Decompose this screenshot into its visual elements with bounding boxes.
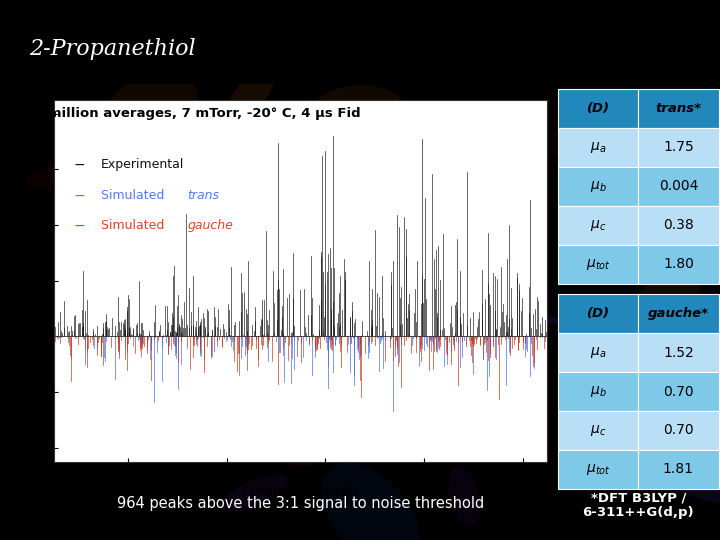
Text: 1.81: 1.81 [663,462,694,476]
Ellipse shape [66,295,155,356]
Ellipse shape [377,259,455,353]
Text: $\mu_{tot}$: $\mu_{tot}$ [585,256,611,272]
Ellipse shape [207,55,280,158]
Text: 1.75: 1.75 [663,140,694,154]
Text: 2-Propanethiol: 2-Propanethiol [29,38,195,59]
Ellipse shape [223,475,288,511]
Text: 0.004: 0.004 [659,179,698,193]
Text: 0.70: 0.70 [663,423,694,437]
Text: 0.70: 0.70 [663,384,694,399]
Text: gauche*: gauche* [648,307,709,320]
Ellipse shape [245,406,326,466]
Ellipse shape [672,476,720,506]
Ellipse shape [407,309,562,326]
Text: Simulated: Simulated [101,219,168,232]
Text: $\mu_c$: $\mu_c$ [590,423,606,438]
Ellipse shape [478,99,614,155]
Ellipse shape [94,70,199,174]
Text: $\mu_b$: $\mu_b$ [590,384,606,399]
Text: $\mu_a$: $\mu_a$ [590,140,606,155]
Text: $\mu_a$: $\mu_a$ [590,345,606,360]
Ellipse shape [80,373,140,411]
Text: 964 peaks above the 3:1 signal to noise threshold: 964 peaks above the 3:1 signal to noise … [117,496,485,511]
Text: (D): (D) [587,307,610,320]
Text: 1.52: 1.52 [663,346,694,360]
Ellipse shape [119,391,177,422]
Ellipse shape [320,462,420,540]
X-axis label: Frequency (GHz): Frequency (GHz) [243,484,359,498]
Text: (D): (D) [587,102,610,115]
Text: trans: trans [187,188,219,201]
Text: *DFT B3LYP /
6-311++G(d,p): *DFT B3LYP / 6-311++G(d,p) [582,491,694,519]
Text: $\mu_b$: $\mu_b$ [590,179,606,194]
Text: −: − [73,158,86,172]
Text: $\mu_{tot}$: $\mu_{tot}$ [585,462,611,477]
Ellipse shape [449,467,480,526]
Ellipse shape [305,85,407,147]
Text: Experimental: Experimental [101,158,184,171]
Text: $\mu_c$: $\mu_c$ [590,218,606,233]
Text: trans*: trans* [655,102,701,115]
Ellipse shape [99,285,152,332]
Text: −: − [73,188,86,202]
Text: Simulated: Simulated [101,188,168,201]
Ellipse shape [26,154,101,187]
Text: 0.38: 0.38 [663,218,694,232]
Y-axis label: Microwave Signal (arb. units): Microwave Signal (arb. units) [4,190,17,372]
Text: 2 million averages, 7 mTorr, -20° C, 4 μs Fid: 2 million averages, 7 mTorr, -20° C, 4 μ… [34,107,360,120]
Ellipse shape [175,318,296,388]
Text: 1.80: 1.80 [663,257,694,271]
Ellipse shape [637,278,701,307]
Text: −: − [73,219,86,233]
Text: gauche: gauche [187,219,233,232]
